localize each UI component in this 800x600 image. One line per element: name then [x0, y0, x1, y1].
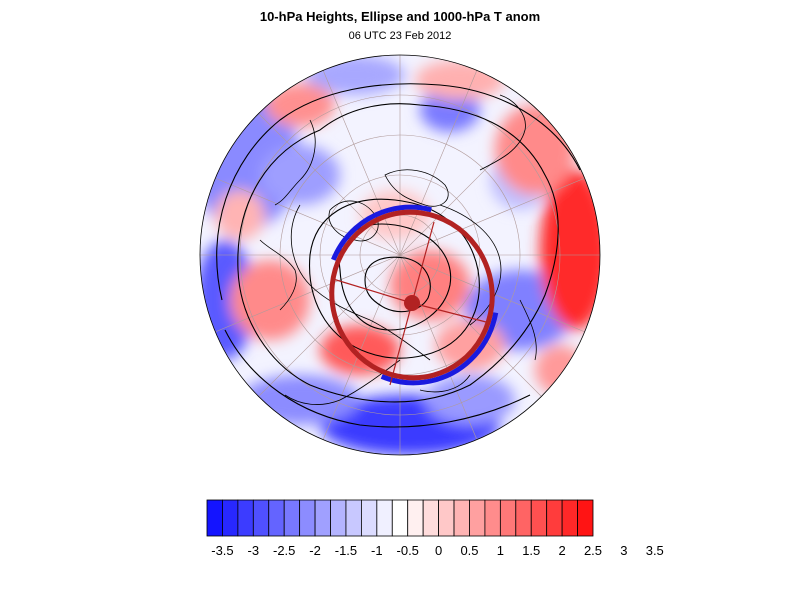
colorbar-box	[438, 499, 455, 537]
colorbar-boxes	[206, 499, 594, 537]
colorbar-box	[499, 499, 517, 537]
colorbar-tick-label: 1	[497, 543, 504, 558]
colorbar-tick-label: 0	[435, 543, 442, 558]
ellipse-centroid-marker	[404, 295, 420, 311]
anomaly-field	[200, 55, 600, 455]
colorbar-tick-label: -0.5	[397, 543, 419, 558]
colorbar-box	[237, 499, 254, 537]
colorbar-box	[360, 499, 378, 537]
globe-outline	[199, 54, 601, 456]
colorbar-box	[530, 499, 548, 537]
colorbar-box	[252, 499, 270, 537]
colorbar-tick-label: 2	[559, 543, 566, 558]
colorbar-tick-label: 2.5	[584, 543, 602, 558]
ellipse-axis-major-2	[411, 302, 491, 324]
colorbar-box	[546, 499, 563, 537]
colorbar-tick-label: -3.5	[211, 543, 233, 558]
vortex-edge-arc-upper	[324, 204, 500, 386]
height-contours	[216, 83, 581, 428]
coastlines	[259, 94, 537, 405]
vortex-ellipse	[329, 209, 495, 381]
colorbar-box	[283, 499, 301, 537]
vortex-edge-arc-lower	[324, 204, 500, 386]
colorbar-box	[453, 499, 470, 537]
colorbar-tick-label: 0.5	[460, 543, 478, 558]
colorbar-tick-label: -1	[371, 543, 383, 558]
ellipse-axis-minor-2	[389, 302, 413, 386]
ellipse-axis-major	[332, 278, 413, 304]
colorbar-tick-label: -2.5	[273, 543, 295, 558]
colorbar-box	[469, 499, 486, 537]
colorbar-box	[222, 499, 239, 537]
colorbar-tick-label: 1.5	[522, 543, 540, 558]
colorbar-box	[391, 499, 409, 537]
colorbar-tick-labels: -3.5 -3 -2.5 -2 -1.5 -1 -0.5 0 0.5 1 1.5 2 2.5 3 3.5	[211, 543, 664, 558]
colorbar-box	[299, 499, 316, 537]
colorbar-tick-label: -1.5	[335, 543, 357, 558]
colorbar-box	[330, 499, 347, 537]
colorbar-box	[515, 499, 532, 537]
colorbar-tick-label: -3	[248, 543, 260, 558]
colorbar-box	[422, 499, 440, 537]
colorbar-box	[577, 499, 594, 537]
colorbar-box	[407, 499, 424, 537]
colorbar-box	[314, 499, 331, 537]
colorbar-box	[484, 499, 501, 537]
colorbar-tick-label: 3	[620, 543, 627, 558]
colorbar-box	[206, 499, 223, 537]
colorbar-box	[376, 499, 393, 537]
chart-subtitle: 06 UTC 23 Feb 2012	[348, 30, 452, 42]
colorbar-box	[268, 499, 285, 537]
colorbar-box	[561, 499, 578, 537]
colorbar-box	[345, 499, 362, 537]
colorbar-tick-label: 3.5	[646, 543, 664, 558]
colorbar-tick-label: -2	[309, 543, 321, 558]
chart-title: 10-hPa Heights, Ellipse and 1000-hPa T a…	[259, 9, 541, 24]
ellipse-axis-minor	[411, 221, 435, 304]
